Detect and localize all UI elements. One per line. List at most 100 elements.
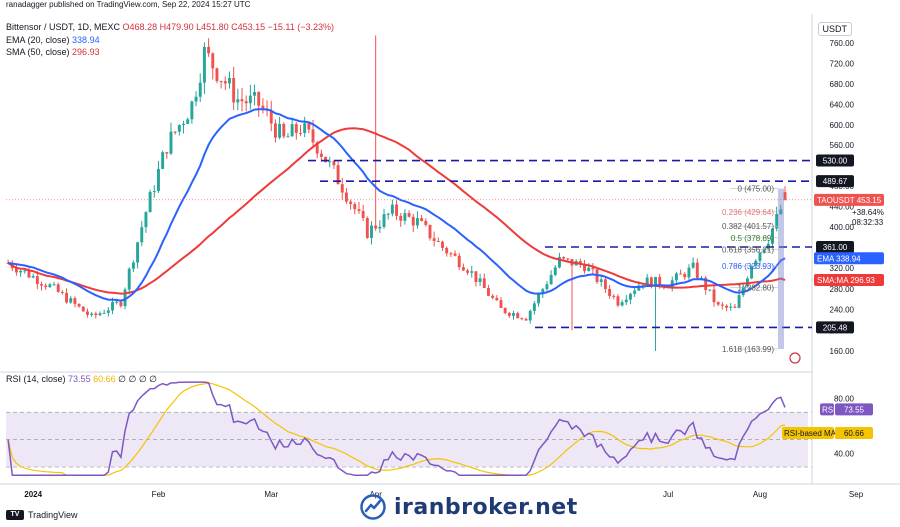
candle-body bbox=[654, 276, 657, 287]
candle-body bbox=[415, 218, 419, 226]
rsi-legend-label: RSI (14, close) bbox=[6, 374, 66, 384]
candle-body bbox=[52, 284, 56, 286]
candle-body bbox=[674, 273, 678, 281]
watermark-text: iranbroker.net bbox=[394, 494, 578, 520]
candle-body bbox=[633, 290, 637, 294]
candle-body bbox=[395, 204, 399, 216]
price-tag-bg bbox=[814, 252, 884, 265]
candle-body bbox=[56, 284, 60, 292]
candle-body bbox=[528, 310, 532, 321]
candle-body bbox=[98, 313, 102, 316]
candle-body bbox=[194, 96, 198, 102]
candle-body bbox=[357, 209, 361, 211]
candle-body bbox=[386, 213, 390, 215]
candle-body bbox=[474, 271, 478, 283]
candle-body bbox=[729, 306, 733, 308]
candle-body bbox=[115, 301, 119, 303]
time-tick-label: Apr bbox=[369, 490, 382, 499]
candle-body bbox=[123, 289, 127, 307]
rsi-tag-label: RSI-based MA bbox=[784, 429, 837, 438]
currency-selector[interactable]: USDT bbox=[817, 22, 852, 36]
candle-body bbox=[248, 95, 252, 104]
candle-body bbox=[449, 253, 453, 255]
candle-body bbox=[244, 101, 248, 104]
candle-body bbox=[186, 119, 190, 124]
candle-body bbox=[486, 288, 490, 296]
candle-body bbox=[445, 247, 449, 254]
level-tag-label: 361.00 bbox=[823, 243, 848, 252]
candle-body bbox=[131, 262, 135, 269]
ema-legend-value: 338.94 bbox=[72, 35, 100, 45]
candle-body bbox=[599, 279, 603, 282]
rsi-tag-value-bg bbox=[835, 403, 873, 416]
candle-body bbox=[441, 241, 444, 248]
fib-level-label: 0.236 (429.64) bbox=[722, 208, 774, 217]
price-tick-label: 680.00 bbox=[830, 80, 855, 89]
candle-body bbox=[762, 248, 766, 253]
rsi-tag-label-bg bbox=[820, 403, 834, 416]
candle-body bbox=[512, 313, 515, 316]
candle-body bbox=[81, 306, 85, 312]
candle-body bbox=[27, 270, 31, 278]
candle-body bbox=[236, 99, 240, 103]
candle-body bbox=[319, 153, 323, 157]
candle-body bbox=[219, 81, 223, 83]
symbol-title[interactable]: Bittensor / USDT, 1D, MEXC bbox=[6, 22, 121, 32]
fib-level-label: 0 (475.00) bbox=[738, 185, 775, 194]
candle-body bbox=[733, 306, 737, 308]
candle-body bbox=[294, 124, 298, 133]
candle-body bbox=[503, 307, 507, 313]
candle-body bbox=[370, 225, 373, 238]
candle-body bbox=[340, 184, 344, 193]
candle-body bbox=[612, 295, 616, 297]
candle-body bbox=[14, 268, 18, 273]
candle-body bbox=[315, 142, 319, 154]
candle-body bbox=[60, 291, 64, 293]
published-caption: ranadagger published on TradingView.com,… bbox=[6, 0, 251, 9]
level-tag bbox=[816, 240, 854, 253]
candle-body bbox=[299, 132, 302, 134]
candle-body bbox=[307, 123, 311, 130]
candle-body bbox=[85, 311, 89, 315]
tradingview-footer[interactable]: TV TradingView bbox=[6, 510, 78, 520]
candle-body bbox=[111, 301, 114, 311]
candle-body bbox=[273, 123, 277, 138]
sma-legend[interactable]: SMA (50, close) 296.93 bbox=[6, 47, 100, 57]
fib-level-label: 0.382 (401.57) bbox=[722, 222, 774, 231]
candle-body bbox=[436, 241, 440, 243]
rsi-legend[interactable]: RSI (14, close) 73.55 60.66 ∅ ∅ ∅ ∅ bbox=[6, 374, 157, 385]
rsi-tag-value: 60.66 bbox=[844, 429, 865, 438]
price-tick-label: 440.00 bbox=[830, 203, 855, 212]
ohlc-readout: O468.28 H479.90 L451.80 C453.15 −15.11 (… bbox=[122, 22, 335, 32]
price-tick-label: 720.00 bbox=[830, 59, 855, 68]
price-tick-label: 280.00 bbox=[830, 285, 855, 294]
ema-20-line bbox=[7, 108, 786, 302]
candle-body bbox=[478, 278, 482, 283]
candle-body bbox=[382, 214, 386, 227]
rsi-tag-value: 73.55 bbox=[844, 405, 865, 414]
candle-body bbox=[94, 313, 98, 316]
price-change-label: +38.64% bbox=[852, 208, 884, 217]
tradingview-brand: TradingView bbox=[28, 510, 78, 520]
candle-body bbox=[311, 129, 315, 143]
candle-body bbox=[240, 99, 244, 102]
candle-body bbox=[453, 253, 457, 256]
candle-body bbox=[403, 213, 407, 221]
candle-body bbox=[537, 294, 541, 304]
candle-body bbox=[691, 262, 695, 268]
candle-body bbox=[716, 302, 720, 305]
candle-body bbox=[399, 215, 403, 221]
time-tick-label: Aug bbox=[753, 490, 767, 499]
candle-body bbox=[495, 297, 499, 301]
candle-body bbox=[583, 264, 586, 272]
ema-legend[interactable]: EMA (20, close) 338.94 bbox=[6, 35, 100, 45]
rsi-tag-label: RSI bbox=[822, 405, 835, 414]
level-tag bbox=[816, 321, 854, 334]
candle-body bbox=[161, 152, 165, 169]
candle-body bbox=[69, 298, 73, 303]
candle-body bbox=[783, 192, 787, 200]
candle-body bbox=[303, 123, 307, 134]
candle-body bbox=[365, 217, 369, 238]
candle-countdown-label: 08:32:33 bbox=[852, 218, 884, 227]
